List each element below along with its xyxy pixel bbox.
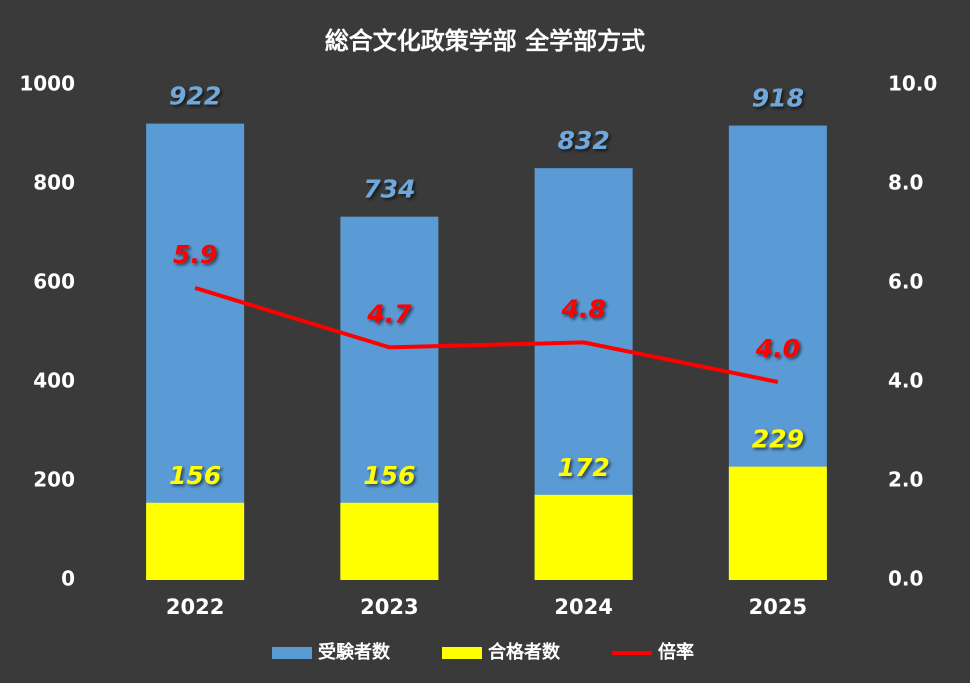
legend-label: 合格者数 bbox=[488, 641, 561, 663]
bar-value-label: 156 bbox=[169, 461, 221, 490]
bar-value-label: 172 bbox=[558, 453, 610, 482]
y-tick-label: 200 bbox=[33, 468, 75, 492]
legend-swatch bbox=[442, 647, 482, 659]
legend-swatch bbox=[272, 647, 312, 659]
line-value-label: 4.8 bbox=[560, 294, 605, 323]
y2-tick-label: 4.0 bbox=[888, 369, 923, 393]
bar-value-label: 156 bbox=[363, 461, 415, 490]
bar-value-label: 922 bbox=[169, 82, 221, 111]
y-tick-label: 0 bbox=[61, 567, 75, 591]
y2-tick-label: 10.0 bbox=[888, 72, 937, 96]
chart-title: 総合文化政策学部 全学部方式 bbox=[325, 27, 645, 55]
bar-value-label: 734 bbox=[363, 175, 415, 204]
bar bbox=[146, 502, 245, 580]
bar bbox=[534, 494, 633, 580]
bar bbox=[728, 466, 827, 580]
bar-value-label: 832 bbox=[558, 126, 610, 155]
y2-tick-label: 2.0 bbox=[888, 468, 923, 492]
y2-tick-label: 8.0 bbox=[888, 171, 923, 195]
bar-value-label: 918 bbox=[752, 84, 804, 113]
bar bbox=[340, 502, 439, 580]
x-tick-label: 2022 bbox=[166, 595, 224, 619]
y-tick-label: 1000 bbox=[19, 72, 75, 96]
line bbox=[194, 286, 779, 384]
y-tick-label: 400 bbox=[33, 369, 75, 393]
y-tick-label: 800 bbox=[33, 171, 75, 195]
line-value-label: 4.0 bbox=[755, 334, 800, 363]
y-tick-label: 600 bbox=[33, 270, 75, 294]
legend-label: 倍率 bbox=[658, 641, 694, 663]
legend-label: 受験者数 bbox=[318, 641, 391, 663]
bar-value-label: 229 bbox=[752, 425, 804, 454]
line-value-label: 4.7 bbox=[366, 299, 412, 328]
y2-tick-label: 0.0 bbox=[888, 567, 923, 591]
x-tick-label: 2025 bbox=[749, 595, 807, 619]
x-tick-label: 2024 bbox=[554, 595, 612, 619]
y2-tick-label: 6.0 bbox=[888, 270, 923, 294]
x-tick-label: 2023 bbox=[360, 595, 418, 619]
line-value-label: 5.9 bbox=[173, 240, 217, 269]
